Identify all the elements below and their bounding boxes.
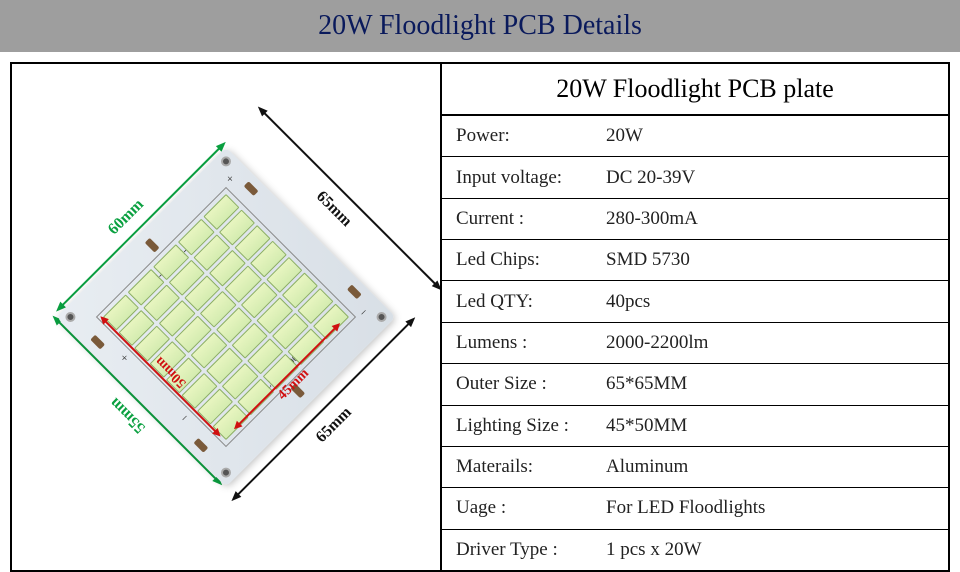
spec-label: Outer Size : [456, 373, 606, 395]
spec-value: 2000-2200lm [606, 332, 934, 354]
spec-value: For LED Floodlights [606, 497, 934, 519]
spec-row: Lighting Size :45*50MM [442, 406, 948, 447]
spec-row: Current :280-300mA [442, 199, 948, 240]
spec-value: 65*65MM [606, 373, 934, 395]
polarity-plus-icon: + [223, 171, 238, 186]
dim-total-a: 65mm [313, 404, 356, 447]
content-frame: 60mm 55mm 65mm [10, 62, 950, 572]
spec-label: Uage : [456, 497, 606, 519]
spec-row: Uage : For LED Floodlights [442, 488, 948, 529]
page-header: 20W Floodlight PCB Details [0, 0, 960, 52]
spec-value: DC 20-39V [606, 167, 934, 189]
spec-value: 1 pcs x 20W [606, 539, 934, 561]
spec-value: 280-300mA [606, 208, 934, 230]
spec-label: Current : [456, 208, 606, 230]
spec-label: Lumens : [456, 332, 606, 354]
spec-row: Power:20W [442, 116, 948, 157]
header-title: 20W Floodlight PCB Details [318, 10, 642, 41]
spec-row: Outer Size :65*65MM [442, 364, 948, 405]
spec-value: Aluminum [606, 456, 934, 478]
pcb-diagram: 60mm 55mm 65mm [12, 77, 442, 558]
spec-row: Input voltage:DC 20-39V [442, 157, 948, 198]
spec-panel: 20W Floodlight PCB plate Power:20WInput … [442, 64, 948, 570]
spec-value: 20W [606, 125, 934, 147]
spec-label: Input voltage: [456, 167, 606, 189]
spec-label: Power: [456, 125, 606, 147]
mount-hole-icon [374, 310, 388, 324]
spec-value: 45*50MM [606, 415, 934, 437]
mount-hole-icon [63, 310, 77, 324]
spec-table: Power:20WInput voltage:DC 20-39VCurrent … [442, 116, 948, 570]
spec-row: Lumens :2000-2200lm [442, 323, 948, 364]
polarity-minus-icon: − [356, 305, 371, 320]
spec-label: Led Chips: [456, 249, 606, 271]
spec-label: Lighting Size : [456, 415, 606, 437]
spec-value: 40pcs [606, 291, 934, 313]
dim-total-b: 65mm [313, 188, 356, 231]
spec-label: Driver Type : [456, 539, 606, 561]
spec-value: SMD 5730 [606, 249, 934, 271]
spec-label: Led QTY: [456, 291, 606, 313]
mount-hole-icon [219, 465, 233, 479]
spec-row: Driver Type :1 pcs x 20W [442, 530, 948, 570]
spec-row: Led Chips: SMD 5730 [442, 240, 948, 281]
diagram-panel: 60mm 55mm 65mm [12, 64, 442, 570]
spec-row: Materails:Aluminum [442, 447, 948, 488]
resistor-icon [145, 238, 160, 253]
spec-label: Materails: [456, 456, 606, 478]
spec-row: Led QTY:40pcs [442, 281, 948, 322]
plate-title: 20W Floodlight PCB plate [442, 64, 948, 116]
mount-hole-icon [219, 154, 233, 168]
